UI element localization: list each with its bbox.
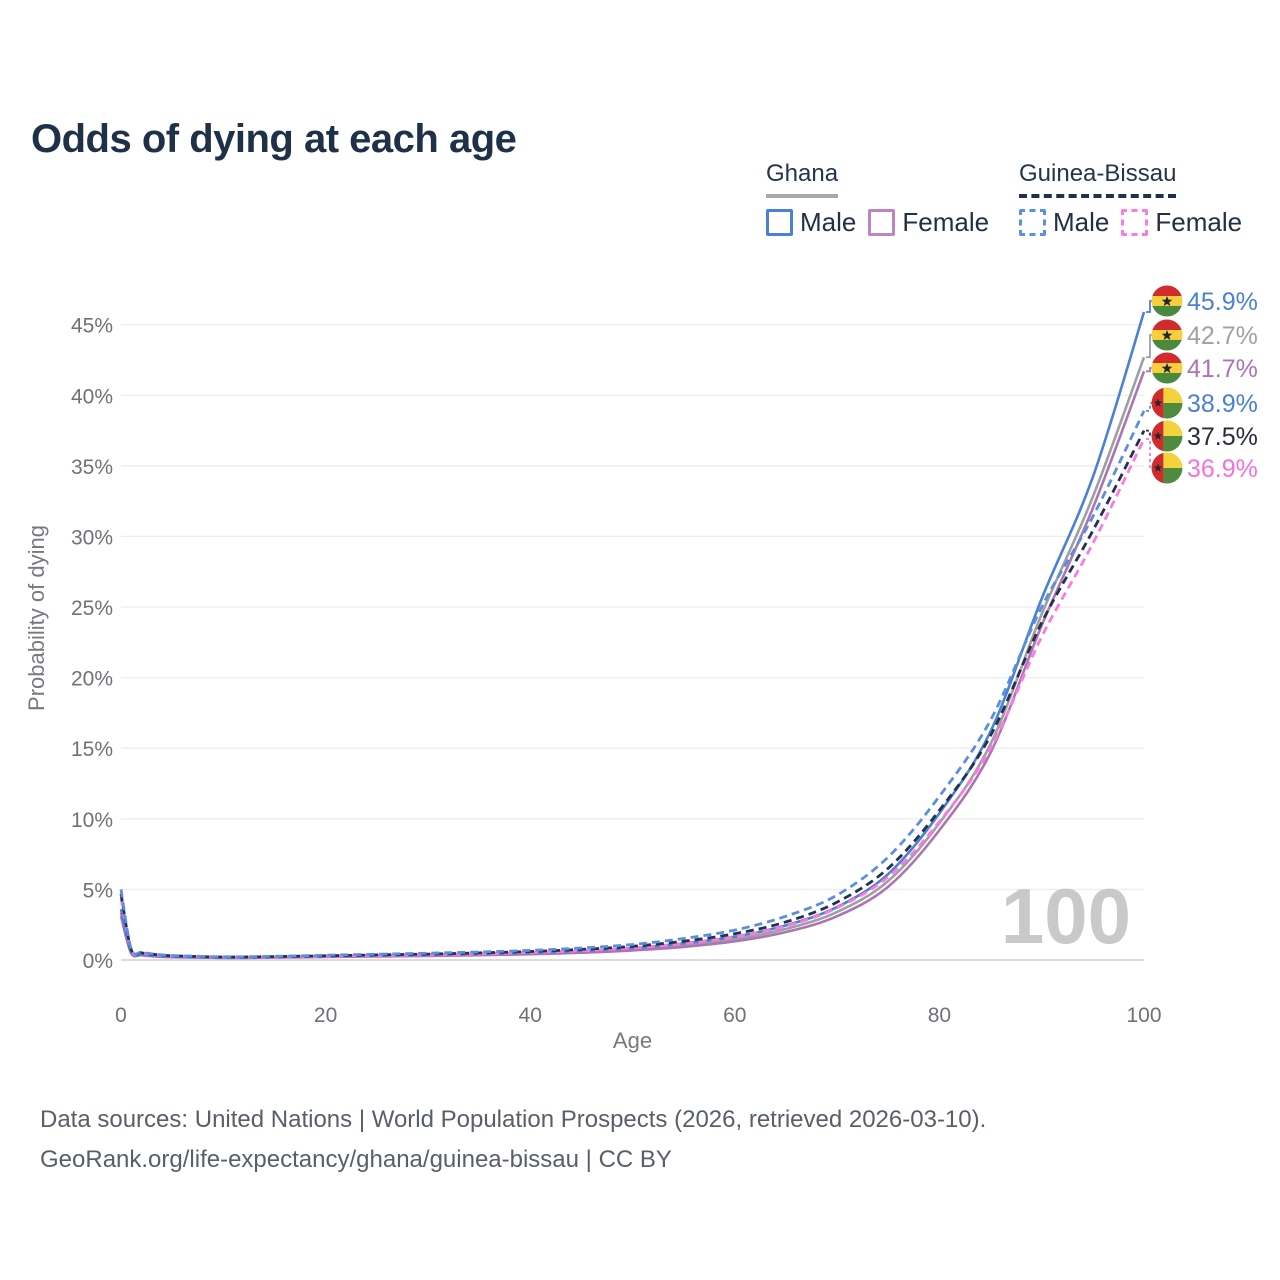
guinea-bissau-flag-icon (1151, 387, 1183, 419)
legend-label-guinea-bissau-male: Male (1053, 207, 1110, 237)
end-label-ghana-combined: 42.7% (1187, 322, 1258, 350)
age-watermark: 100 (1001, 872, 1131, 960)
data-source-text: Data sources: United Nations | World Pop… (40, 1106, 987, 1133)
end-label-guinea-bissau-combined: 37.5% (1187, 423, 1258, 451)
end-connector-ghana-combined (1146, 334, 1152, 359)
legend-item-ghana-female: Female (868, 207, 989, 238)
ghana-flag-icon (1151, 352, 1183, 384)
legend-label-ghana-male: Male (800, 207, 857, 237)
legend-group-title-ghana: Ghana (766, 160, 839, 198)
legend-item-ghana-male: Male (766, 207, 856, 238)
y-tick-label-20: 20% (71, 668, 113, 691)
end-label-guinea-bissau-male: 38.9% (1187, 390, 1258, 418)
legend-item-guinea-bissau-female: Female (1121, 207, 1242, 238)
legend: Ghana Male Female Guinea-Bissau Male Fem… (0, 160, 1280, 250)
end-connector-ghana-female (1146, 367, 1152, 373)
series-line-guinea-bissau-combined (119, 429, 1146, 959)
y-tick-label-15: 15% (71, 738, 113, 761)
y-tick-label-0: 0% (83, 950, 113, 973)
guinea-bissau-flag-icon (1151, 420, 1183, 452)
end-label-ghana-female: 41.7% (1187, 355, 1258, 383)
y-tick-label-40: 40% (71, 385, 113, 408)
legend-item-guinea-bissau-male: Male (1019, 207, 1109, 238)
end-label-ghana-male: 45.9% (1187, 288, 1258, 316)
end-label-guinea-bissau-female: 36.9% (1187, 455, 1258, 483)
series-line-guinea-bissau-female (119, 438, 1146, 959)
series-line-ghana-combined (119, 356, 1146, 959)
y-tick-label-35: 35% (71, 456, 113, 479)
end-connector-ghana-male (1146, 300, 1152, 313)
end-connector-guinea-bissau-male (1146, 402, 1152, 412)
guinea-bissau-male-swatch-icon (1019, 209, 1046, 236)
legend-group-ghana: Ghana Male Female (766, 160, 989, 238)
x-tick-label-0: 0 (115, 1004, 127, 1027)
x-tick-label-80: 80 (928, 1004, 951, 1027)
ghana-flag-icon (1151, 319, 1183, 351)
series-line-guinea-bissau-male (119, 410, 1146, 959)
x-tick-label-40: 40 (519, 1004, 542, 1027)
y-tick-label-30: 30% (71, 526, 113, 549)
ghana-flag-icon (1151, 285, 1183, 317)
guinea-bissau-flag-icon (1151, 452, 1183, 484)
x-tick-label-60: 60 (723, 1004, 746, 1027)
guinea-bissau-female-swatch-icon (1121, 209, 1149, 236)
end-connector-guinea-bissau-female (1146, 438, 1152, 469)
series-line-ghana-female (119, 370, 1146, 960)
legend-label-guinea-bissau-female: Female (1155, 207, 1243, 237)
end-connector-guinea-bissau-combined (1146, 429, 1152, 437)
y-tick-label-5: 5% (83, 879, 113, 902)
y-axis-title: Probability of dying (24, 525, 49, 711)
y-tick-label-25: 25% (71, 597, 113, 620)
legend-label-ghana-female: Female (902, 207, 990, 237)
ghana-male-swatch-icon (766, 209, 793, 236)
ghana-female-swatch-icon (868, 209, 896, 236)
series-line-ghana-male (119, 311, 1146, 959)
legend-group-title-guinea-bissau: Guinea-Bissau (1019, 160, 1177, 198)
x-axis-title: Age (613, 1028, 652, 1053)
y-tick-label-45: 45% (71, 315, 113, 338)
page-title: Odds of dying at each age (31, 116, 517, 161)
y-tick-label-10: 10% (71, 809, 113, 832)
attribution-text: GeoRank.org/life-expectancy/ghana/guinea… (40, 1146, 672, 1173)
x-tick-label-100: 100 (1126, 1004, 1161, 1027)
x-tick-label-20: 20 (314, 1004, 337, 1027)
legend-group-guinea-bissau: Guinea-Bissau Male Female (1019, 160, 1242, 238)
